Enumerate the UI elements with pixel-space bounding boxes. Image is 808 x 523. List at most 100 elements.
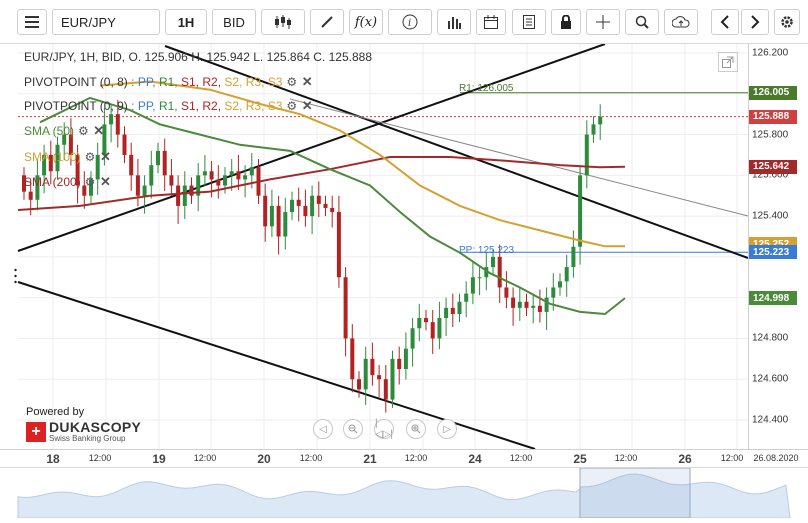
candle-body <box>470 277 475 294</box>
close-icon[interactable]: ✕ <box>93 123 105 138</box>
candle-body <box>82 185 87 196</box>
reset-zoom-button[interactable]: |◁▷| <box>374 418 394 440</box>
gear-icon[interactable]: ⚙ <box>77 124 89 138</box>
candle-body <box>162 150 167 176</box>
candle-body <box>102 124 107 155</box>
candle-body <box>497 256 502 288</box>
draw-tool-icon[interactable] <box>310 9 344 35</box>
period-label: 1H <box>177 14 195 30</box>
pivot1-r1: R1, <box>158 75 178 89</box>
hamburger-menu-icon[interactable] <box>17 9 47 35</box>
pivot1-name: PIVOTPOINT (0, 8) <box>24 75 128 89</box>
time-axis[interactable]: 18 12:00 19 12:00 20 12:00 21 12:00 24 12:00 25 12:… <box>0 449 808 467</box>
candle-body <box>75 154 80 186</box>
candle-body <box>350 338 355 380</box>
pivot2-r2: R2, <box>202 99 222 113</box>
zoom-icon[interactable] <box>625 9 659 35</box>
candle-body <box>343 277 348 339</box>
candle-body <box>424 318 428 323</box>
cloud-upload-icon[interactable] <box>664 9 698 35</box>
candle-body <box>584 134 589 176</box>
time-tick-label: 12:00 <box>509 453 533 463</box>
candle-body <box>477 277 482 279</box>
candle-body <box>142 185 147 196</box>
period-selector[interactable]: 1H <box>165 9 207 35</box>
candle-body <box>269 205 274 227</box>
candle-body <box>209 171 214 180</box>
candle-body <box>464 293 469 302</box>
candle-body <box>196 175 201 196</box>
candle-body <box>430 322 435 339</box>
brand-sub: Swiss Banking Group <box>49 434 126 443</box>
candles <box>22 99 603 413</box>
close-icon[interactable]: ✕ <box>99 149 111 164</box>
pivot1-r3: R3, <box>245 75 265 89</box>
settings-gear-icon[interactable] <box>774 9 800 35</box>
close-icon[interactable]: ✕ <box>99 174 111 189</box>
crosshair-icon[interactable] <box>586 9 620 35</box>
candle-body <box>397 358 402 370</box>
price-tick-label: 124.400 <box>752 414 789 426</box>
pp-annotation: PP: 125.223 <box>459 245 515 256</box>
moving-averages <box>17 80 626 316</box>
zoom-out-button[interactable] <box>343 419 363 439</box>
brand-name: DUKASCOPY <box>49 419 142 435</box>
sma200-price-tag: 125.642 <box>749 159 797 174</box>
close-icon[interactable]: ✕ <box>301 98 313 113</box>
navigator-area <box>17 467 791 519</box>
candle-body <box>216 179 221 186</box>
candle-body <box>450 307 455 314</box>
swiss-cross-icon: + <box>26 421 46 442</box>
candle-body <box>598 116 603 125</box>
candle-body <box>578 175 583 247</box>
gear-icon[interactable]: ⚙ <box>286 75 298 89</box>
pivot1-s1: S1, <box>181 75 200 89</box>
candle-body <box>290 199 294 213</box>
pivot1-pp: PP, <box>137 75 156 89</box>
candle-body <box>149 165 154 186</box>
scroll-back-button[interactable]: ◁ <box>313 419 333 439</box>
expand-icon[interactable] <box>718 52 738 72</box>
time-tick-label: 12:00 <box>299 453 323 463</box>
time-tick-label: 12:00 <box>614 453 638 463</box>
symbol-selector[interactable]: EUR/JPY <box>52 9 160 35</box>
zoom-in-button[interactable] <box>406 419 426 439</box>
time-tick-label: 12:00 <box>193 453 217 463</box>
candle-body <box>68 134 73 155</box>
close-icon[interactable]: ✕ <box>301 74 313 89</box>
sma100-line <box>99 80 625 248</box>
candle-body <box>296 199 301 206</box>
chart-type-icon[interactable] <box>261 9 305 35</box>
day-tick-label: 20 <box>257 452 271 466</box>
sma100-label: SMA (100) <box>24 150 81 164</box>
gear-icon[interactable]: ⚙ <box>84 175 96 189</box>
candle-body <box>370 358 375 376</box>
pivot2-s2: S2, <box>224 99 243 113</box>
volume-icon[interactable] <box>437 9 471 35</box>
candle-body <box>511 297 516 308</box>
candle-body <box>303 205 308 217</box>
sma50-price-tag: 124.998 <box>749 291 797 306</box>
side-selector[interactable]: BID <box>212 9 256 35</box>
scroll-forward-button[interactable]: ▷ <box>437 419 457 439</box>
info-icon[interactable]: i <box>388 9 432 35</box>
indicators-button[interactable]: f(x) <box>349 9 383 35</box>
sma100-legend: SMA (100) ⚙ ✕ <box>24 149 111 165</box>
candle-body <box>35 175 40 200</box>
pivot1-s2: S2, <box>224 75 243 89</box>
template-icon[interactable] <box>512 9 546 35</box>
drag-handle[interactable] <box>14 268 17 284</box>
calendar-icon[interactable] <box>476 9 506 35</box>
candle-body <box>537 305 542 312</box>
gear-icon[interactable]: ⚙ <box>286 99 298 113</box>
lock-icon[interactable] <box>551 9 581 35</box>
dukascopy-logo: Powered by + DUKASCOPY Swiss Banking Gro… <box>26 406 141 443</box>
candle-body <box>336 212 341 278</box>
scroll-left-icon[interactable] <box>711 9 739 35</box>
candle-body <box>109 114 114 125</box>
navigator[interactable] <box>0 467 808 519</box>
day-tick-label: 19 <box>152 452 166 466</box>
gear-icon[interactable]: ⚙ <box>84 150 96 164</box>
scroll-right-icon[interactable] <box>741 9 769 35</box>
candle-body <box>89 179 93 196</box>
